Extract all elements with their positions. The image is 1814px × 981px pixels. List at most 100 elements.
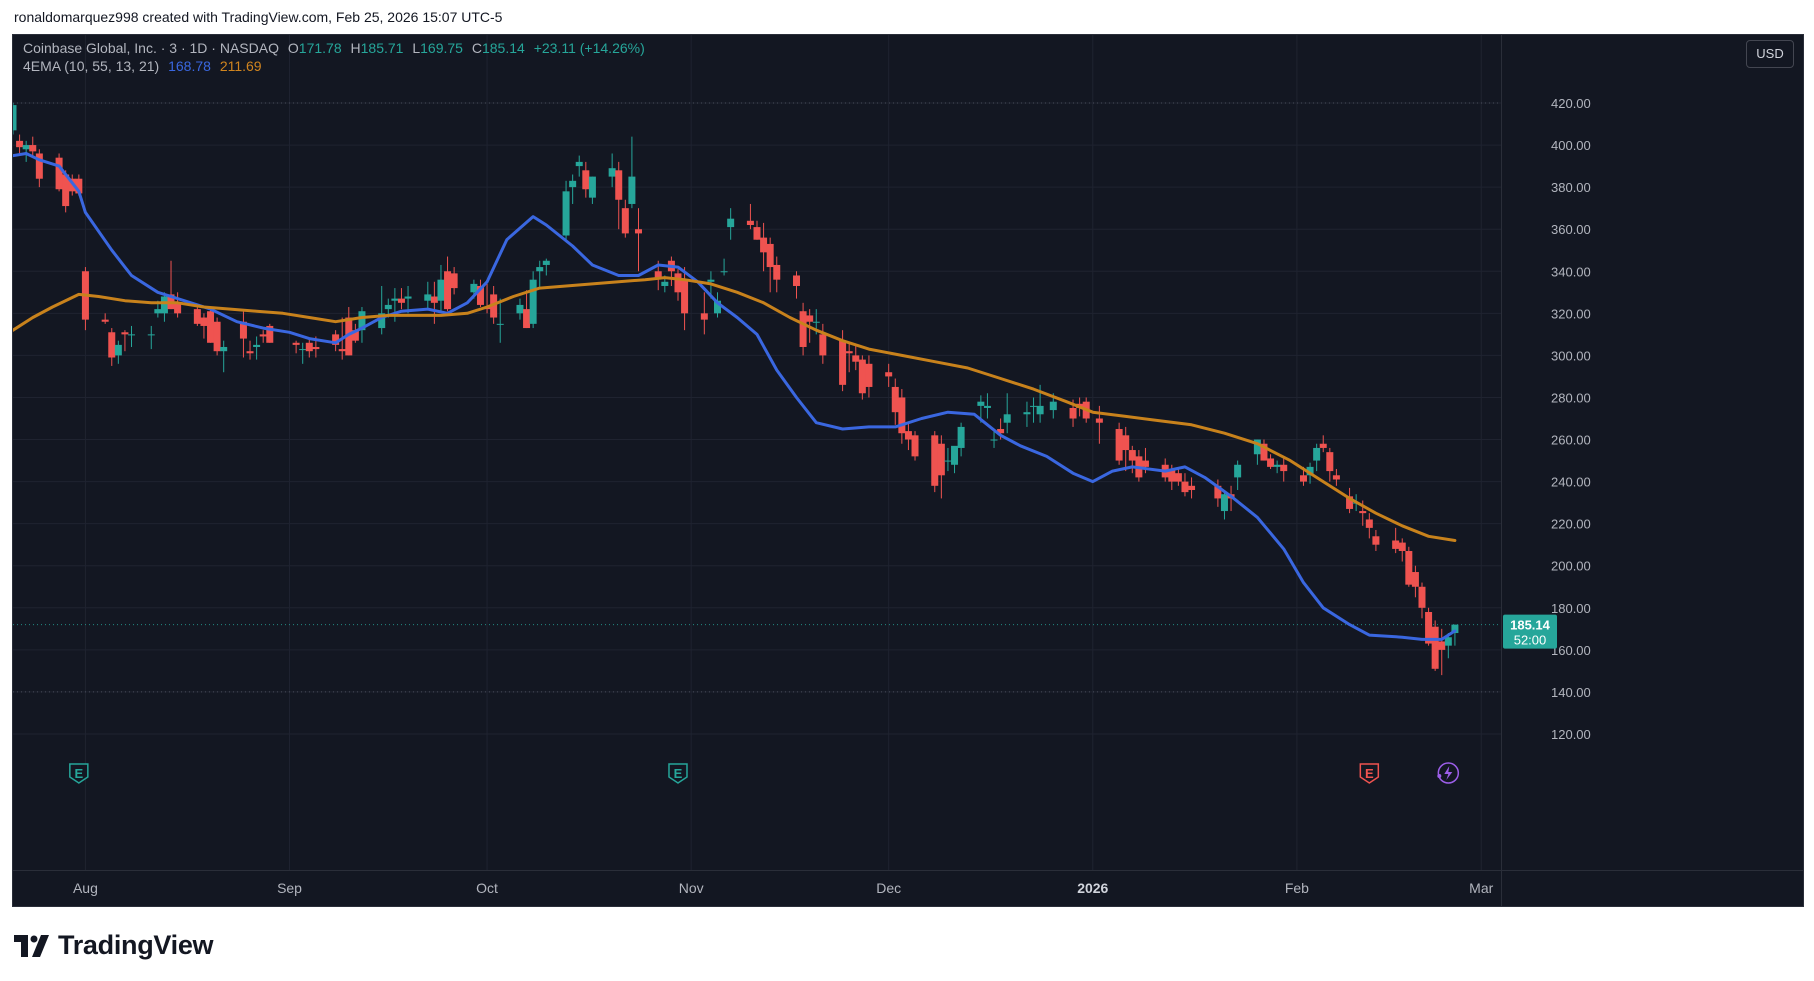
candle-body-up[interactable] [147, 334, 155, 336]
candle-body-down[interactable] [292, 342, 300, 345]
candle-body-up[interactable] [529, 279, 537, 324]
indicator-title[interactable]: 4EMA (10, 55, 13, 21) [23, 58, 160, 74]
candle-body-up[interactable] [944, 460, 952, 462]
candle-body-down[interactable] [55, 157, 63, 190]
candle-body-down[interactable] [1398, 542, 1406, 552]
symbol-title[interactable]: Coinbase Global, Inc. · 3 · 1D · NASDAQ [23, 40, 279, 56]
candle-body-up[interactable] [1023, 412, 1031, 415]
candle-body-up[interactable] [160, 296, 168, 314]
candle-body-up[interactable] [437, 279, 445, 301]
candle-body-down[interactable] [582, 170, 590, 190]
tradingview-logo[interactable]: TradingView [14, 930, 214, 961]
candle-body-down[interactable] [75, 178, 83, 194]
candle-body-down[interactable] [29, 145, 37, 152]
candle-body-down[interactable] [806, 315, 814, 322]
candle-body-up[interactable] [299, 349, 307, 351]
candle-body-down[interactable] [1260, 443, 1268, 461]
candle-body-down[interactable] [430, 296, 438, 303]
earnings-event-icon[interactable] [1359, 763, 1380, 784]
candle-body-up[interactable] [384, 304, 392, 310]
candle-body-down[interactable] [615, 170, 623, 200]
candle-body-down[interactable] [865, 363, 873, 387]
candle-body-down[interactable] [1095, 418, 1103, 423]
candle-body-down[interactable] [858, 359, 866, 394]
candle-body-down[interactable] [1431, 626, 1439, 669]
earnings-event-icon[interactable] [668, 763, 688, 784]
candle-body-up[interactable] [1451, 624, 1459, 634]
candle-body-down[interactable] [634, 229, 642, 234]
candle-body-up[interactable] [404, 296, 412, 299]
candle-body-down[interactable] [450, 273, 458, 289]
candle-body-up[interactable] [957, 426, 965, 448]
candle-body-down[interactable] [174, 302, 182, 314]
candle-body-down[interactable] [937, 443, 945, 476]
candle-body-down[interactable] [338, 349, 346, 352]
candle-body-down[interactable] [1418, 586, 1426, 608]
candle-body-down[interactable] [1411, 572, 1419, 587]
candle-body-down[interactable] [898, 397, 906, 434]
candle-body-up[interactable] [977, 401, 985, 406]
candle-body-down[interactable] [1332, 475, 1340, 480]
candle-body-up[interactable] [391, 298, 399, 301]
candle-body-down[interactable] [259, 334, 267, 337]
candle-body-down[interactable] [819, 334, 827, 356]
candle-body-down[interactable] [1122, 435, 1130, 451]
candle-body-down[interactable] [1168, 468, 1176, 482]
candle-body-down[interactable] [1069, 407, 1077, 419]
candle-body-up[interactable] [358, 311, 366, 331]
candle-body-up[interactable] [707, 279, 715, 282]
candle-body-down[interactable] [108, 332, 116, 358]
earnings-event-icon[interactable] [69, 763, 89, 784]
candle-body-up[interactable] [727, 218, 735, 228]
candle-body-down[interactable] [1299, 475, 1307, 482]
candle-body-down[interactable] [793, 275, 801, 286]
candle-body-down[interactable] [852, 355, 860, 362]
candle-body-up[interactable] [1234, 464, 1242, 478]
candle-body-down[interactable] [753, 227, 761, 240]
chart-panel[interactable]: 120.00 140.00 160.00 180.00 200.00 220.00 240.… [12, 34, 1804, 907]
candle-body-up[interactable] [588, 176, 596, 198]
candle-body-down[interactable] [1365, 519, 1373, 528]
candle-body-down[interactable] [1188, 485, 1196, 491]
candle-body-down[interactable] [997, 429, 1005, 434]
candle-body-up[interactable] [1003, 414, 1011, 423]
candle-body-up[interactable] [114, 344, 122, 356]
candle-body-down[interactable] [213, 321, 221, 352]
candle-body-down[interactable] [62, 174, 70, 207]
candle-body-down[interactable] [266, 325, 274, 343]
candle-body-up[interactable] [13, 105, 17, 131]
candle-body-up[interactable] [1273, 464, 1281, 467]
candle-body-down[interactable] [1128, 450, 1136, 461]
candle-body-down[interactable] [1115, 429, 1123, 461]
candle-body-down[interactable] [1267, 458, 1275, 467]
candle-body-down[interactable] [523, 309, 531, 329]
candle-body-down[interactable] [1174, 473, 1182, 482]
ema-slow-line[interactable] [13, 276, 1457, 542]
candle-body-down[interactable] [476, 285, 484, 305]
candle-body-up[interactable] [1220, 494, 1228, 512]
candle-body-up[interactable] [220, 346, 228, 352]
candle-body-up[interactable] [990, 439, 998, 441]
candle-body-down[interactable] [101, 319, 109, 322]
candle-body-down[interactable] [1359, 511, 1367, 514]
candle-body-down[interactable] [1392, 540, 1400, 549]
candle-body-down[interactable] [681, 279, 689, 314]
candle-body-up[interactable] [542, 260, 550, 265]
candle-body-down[interactable] [312, 346, 320, 350]
candle-body-up[interactable] [1253, 439, 1261, 455]
candle-body-down[interactable] [839, 340, 847, 385]
candle-body-up[interactable] [424, 294, 432, 301]
candle-body-up[interactable] [1444, 637, 1452, 646]
candle-body-down[interactable] [1280, 464, 1288, 472]
candle-body-down[interactable] [1181, 481, 1189, 493]
candle-body-down[interactable] [621, 208, 629, 234]
currency-button[interactable]: USD [1746, 40, 1794, 68]
candle-body-down[interactable] [444, 271, 452, 310]
candle-body-down[interactable] [1438, 641, 1446, 650]
candle-body-down[interactable] [654, 271, 662, 278]
candle-body-down[interactable] [1405, 551, 1413, 585]
candle-body-down[interactable] [911, 435, 919, 457]
candle-body-up[interactable] [812, 321, 820, 323]
candle-body-up[interactable] [628, 176, 636, 204]
candle-body-up[interactable] [128, 334, 136, 336]
